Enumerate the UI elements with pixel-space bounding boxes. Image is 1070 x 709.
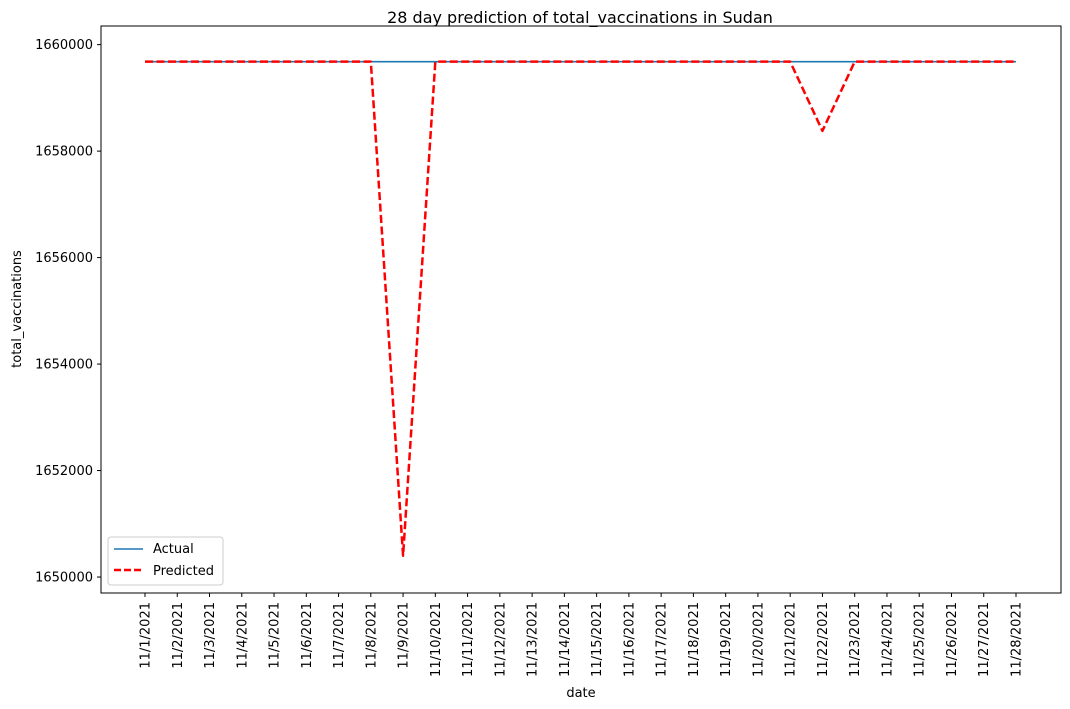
x-tick-label: 11/16/2021: [622, 602, 637, 677]
x-tick-label: 11/28/2021: [1010, 602, 1025, 677]
x-tick-label: 11/26/2021: [945, 602, 960, 677]
x-tick-label: 11/10/2021: [429, 602, 444, 677]
x-tick-label: 11/2/2021: [171, 602, 186, 669]
legend: Actual Predicted: [107, 536, 224, 586]
y-tick-label: 1660000: [35, 38, 93, 53]
x-tick-label: 11/1/2021: [139, 602, 154, 669]
x-tick-label: 11/21/2021: [784, 602, 799, 677]
x-tick-label: 11/22/2021: [816, 602, 831, 677]
x-axis-label: date: [566, 686, 595, 701]
x-tick-label: 11/5/2021: [268, 602, 283, 669]
legend-label-predicted: Predicted: [153, 564, 214, 579]
y-tick-label: 1654000: [35, 358, 93, 373]
chart-title: 28 day prediction of total_vaccinations …: [387, 8, 773, 28]
x-tick-label: 11/11/2021: [461, 602, 476, 677]
x-tick-label: 11/13/2021: [526, 602, 541, 677]
y-tick-label: 1658000: [35, 145, 93, 160]
x-tick-label: 11/19/2021: [719, 602, 734, 677]
x-axis: 11/1/2021 11/2/2021 11/3/2021 11/4/2021 11/5…: [139, 593, 1025, 677]
x-tick-label: 11/3/2021: [203, 602, 218, 669]
x-tick-label: 11/18/2021: [687, 602, 702, 677]
x-tick-label: 11/27/2021: [977, 602, 992, 677]
legend-label-actual: Actual: [153, 542, 194, 557]
y-tick-label: 1650000: [35, 571, 93, 586]
y-axis-label: total_vaccinations: [10, 250, 25, 368]
x-tick-label: 11/9/2021: [397, 602, 412, 669]
series-layer: [145, 60, 1016, 557]
plot-frame: [100, 25, 1062, 594]
x-tick-label: 11/14/2021: [558, 602, 573, 677]
y-axis: 1650000 1652000 1654000 1656000 1658000 16600…: [35, 38, 101, 586]
x-tick-label: 11/7/2021: [332, 602, 347, 669]
x-tick-label: 11/6/2021: [300, 602, 315, 669]
x-tick-label: 11/24/2021: [880, 602, 895, 677]
series-line-predicted: [145, 60, 1016, 557]
x-tick-label: 11/25/2021: [913, 602, 928, 677]
x-tick-label: 11/8/2021: [364, 602, 379, 669]
x-tick-label: 11/4/2021: [235, 602, 250, 669]
x-tick-label: 11/17/2021: [655, 602, 670, 677]
x-tick-label: 11/15/2021: [590, 602, 605, 677]
x-tick-label: 11/12/2021: [493, 602, 508, 677]
y-tick-label: 1652000: [35, 464, 93, 479]
x-tick-label: 11/23/2021: [848, 602, 863, 677]
x-tick-label: 11/20/2021: [751, 602, 766, 677]
y-tick-label: 1656000: [35, 251, 93, 266]
